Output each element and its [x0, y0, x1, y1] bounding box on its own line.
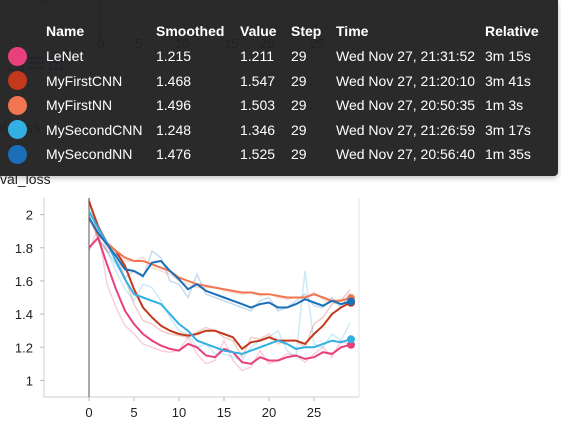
- tooltip-row-myfirstnn: MyFirstNN 1.496 1.503 29 Wed Nov 27, 20:…: [6, 93, 545, 118]
- smoothed-line-mysecondnn: [88, 217, 351, 309]
- tooltip-header-relative: Relative: [485, 23, 539, 39]
- hover-point-lenet: [347, 340, 355, 349]
- tooltip-row-myfirstcnn: MyFirstCNN 1.468 1.547 29 Wed Nov 27, 21…: [6, 69, 545, 94]
- time-value: Wed Nov 27, 21:26:59: [336, 121, 476, 138]
- run-color-swatch: [8, 144, 27, 164]
- relative-value: 1m 3s: [485, 97, 524, 114]
- run-name: MyFirstNN: [46, 97, 113, 114]
- hover-point-mysecondcnn: [347, 335, 355, 344]
- step-value: 29: [291, 146, 307, 163]
- tooltip-table: Name Smoothed Value Step Time Relative L…: [6, 18, 545, 167]
- y-tick-label: 2: [26, 208, 33, 223]
- tooltip-row-mysecondnn: MySecondNN 1.476 1.525 29 Wed Nov 27, 20…: [6, 142, 545, 167]
- smoothed-value: 1.468: [156, 72, 192, 89]
- raw-value: 1.547: [240, 72, 276, 89]
- time-value: Wed Nov 27, 20:56:40: [336, 146, 476, 163]
- smoothed-value: 1.496: [156, 97, 192, 114]
- val-loss-chart[interactable]: 11.21.41.61.820 5 10 15 20 25: [0, 190, 561, 423]
- relative-value: 3m 17s: [485, 121, 531, 138]
- run-color-swatch: [8, 71, 27, 91]
- relative-value: 3m 41s: [485, 72, 531, 89]
- time-value: Wed Nov 27, 21:31:52: [336, 48, 476, 65]
- run-color-swatch: [8, 46, 27, 66]
- tooltip-row-lenet: LeNet 1.215 1.211 29 Wed Nov 27, 21:31:5…: [6, 44, 545, 69]
- step-value: 29: [291, 72, 307, 89]
- tooltip-header-smoothed: Smoothed: [156, 23, 225, 39]
- raw-value: 1.503: [240, 97, 276, 114]
- run-color-swatch: [8, 95, 27, 115]
- step-value: 29: [291, 97, 307, 114]
- run-name: MyFirstCNN: [46, 72, 123, 89]
- smoothed-line-myfirstnn: [88, 217, 351, 302]
- x-tick-label: 20: [262, 405, 276, 420]
- tooltip-row-mysecondcnn: MySecondCNN 1.248 1.346 29 Wed Nov 27, 2…: [6, 118, 545, 143]
- hover-tooltip: Name Smoothed Value Step Time Relative L…: [0, 0, 558, 176]
- tooltip-header-time: Time: [336, 23, 369, 39]
- y-tick-label: 1.4: [15, 307, 33, 322]
- run-name: MySecondNN: [46, 146, 133, 163]
- y-tick-label: 1.8: [15, 241, 33, 256]
- y-tick-label: 1: [26, 373, 33, 388]
- tooltip-header-row: Name Smoothed Value Step Time Relative: [6, 18, 545, 44]
- x-tick-label: 10: [172, 405, 186, 420]
- run-color-swatch: [8, 120, 27, 140]
- smoothed-line-mysecondcnn: [88, 210, 351, 355]
- run-name: LeNet: [46, 48, 84, 65]
- x-tick-label: 0: [85, 405, 92, 420]
- y-tick-label: 1.6: [15, 274, 33, 289]
- y-tick-label: 1.2: [15, 340, 33, 355]
- run-name: MySecondCNN: [46, 121, 143, 138]
- step-value: 29: [291, 48, 307, 65]
- x-tick-label: 5: [130, 405, 137, 420]
- tooltip-header-swatch: [6, 18, 46, 44]
- relative-value: 3m 15s: [485, 48, 531, 65]
- tooltip-header-name: Name: [46, 23, 85, 39]
- smoothed-value: 1.248: [156, 121, 192, 138]
- x-tick-label: 25: [307, 405, 321, 420]
- raw-value: 1.525: [240, 146, 276, 163]
- time-value: Wed Nov 27, 20:50:35: [336, 97, 476, 114]
- hover-point-mysecondnn: [347, 297, 355, 306]
- step-value: 29: [291, 121, 307, 138]
- smoothed-line-myfirstcnn: [88, 200, 351, 351]
- smoothed-value: 1.215: [156, 48, 192, 65]
- smoothed-value: 1.476: [156, 146, 192, 163]
- tooltip-header-step: Step: [291, 23, 322, 39]
- relative-value: 1m 35s: [485, 146, 531, 163]
- smoothed-line-lenet: [88, 235, 351, 365]
- x-tick-label: 15: [217, 405, 231, 420]
- raw-value: 1.211: [240, 48, 274, 65]
- raw-value: 1.346: [240, 121, 276, 138]
- raw-line-lenet: [88, 225, 351, 372]
- time-value: Wed Nov 27, 21:20:10: [336, 72, 476, 89]
- tooltip-header-value: Value: [240, 23, 277, 39]
